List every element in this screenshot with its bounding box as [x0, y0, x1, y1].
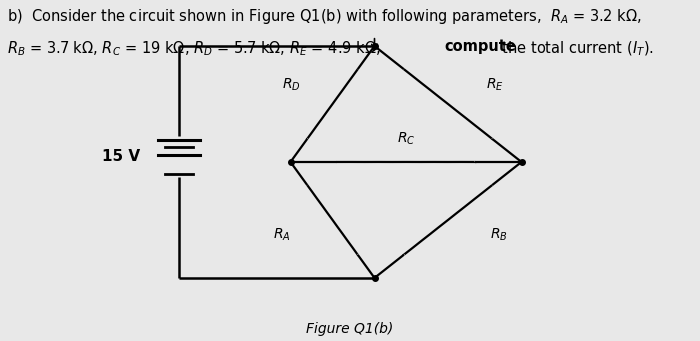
Text: compute: compute	[444, 39, 517, 54]
Text: Figure Q1(b): Figure Q1(b)	[307, 322, 393, 336]
Text: 15 V: 15 V	[102, 149, 140, 164]
Text: the total current ($I_T$).: the total current ($I_T$).	[497, 39, 654, 58]
Text: $R_B$ = 3.7 kΩ, $R_C$ = 19 kΩ, $R_D$ = 5.7 kΩ, $R_E$ = 4.9 kΩ,: $R_B$ = 3.7 kΩ, $R_C$ = 19 kΩ, $R_D$ = 5…	[7, 39, 382, 58]
Text: $R_E$: $R_E$	[486, 77, 504, 93]
Text: $R_A$: $R_A$	[273, 227, 290, 243]
Text: $R_C$: $R_C$	[397, 130, 415, 147]
Text: $R_B$: $R_B$	[490, 227, 507, 243]
Text: b)  Consider the circuit shown in Figure Q1(b) with following parameters,  $R_A$: b) Consider the circuit shown in Figure …	[7, 7, 641, 26]
Text: $R_D$: $R_D$	[282, 77, 301, 93]
